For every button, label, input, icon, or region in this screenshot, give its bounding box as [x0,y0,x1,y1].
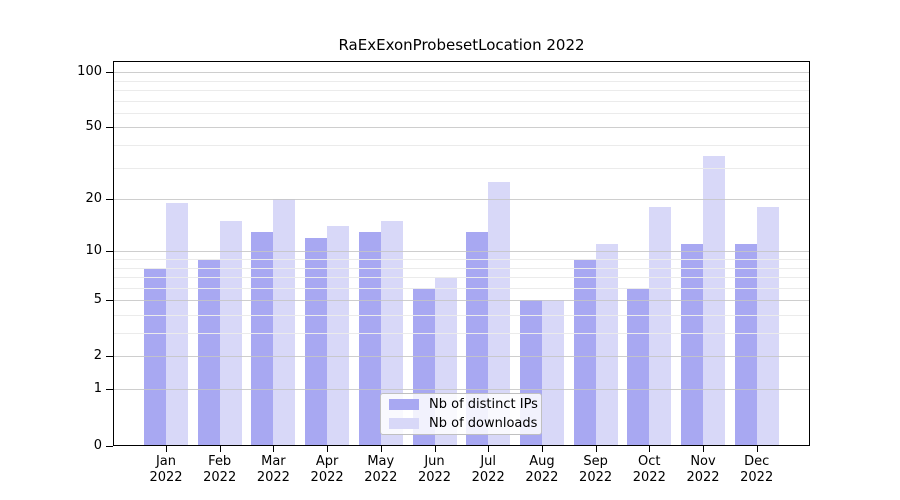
bar-distinct-ips [627,287,650,446]
x-axis-tick-label: Apr 2022 [310,454,344,485]
y-axis-tick [106,300,113,301]
y-axis-tick-label: 10 [85,243,102,258]
minor-gridline [113,333,810,335]
x-axis-tick-label: Jul 2022 [471,454,505,485]
minor-gridline [113,287,810,289]
y-axis-tick-label: 5 [93,292,102,307]
legend-label: Nb of distinct IPs [429,397,538,412]
y-axis-tick-label: 2 [93,348,102,363]
x-axis-tick [595,446,597,452]
legend-label: Nb of downloads [429,416,538,431]
legend-item-downloads: Nb of downloads [389,416,537,431]
minor-gridline [113,277,810,279]
x-axis-tick-label: Sep 2022 [579,454,613,485]
x-axis-tick-label: Aug 2022 [525,454,559,485]
y-axis-tick [106,446,113,447]
y-axis-tick-label: 0 [93,438,102,453]
x-axis-tick-label: Mar 2022 [256,454,290,485]
bar-downloads [166,203,188,446]
legend-swatch [389,418,419,429]
major-gridline [113,300,810,302]
x-axis-tick-label: Nov 2022 [686,454,720,485]
major-gridline [113,127,810,129]
x-axis-tick [380,446,382,452]
x-axis-tick [273,446,275,452]
bar-downloads [273,199,296,446]
x-axis-tick [434,446,436,452]
y-axis-tick [106,199,113,200]
bar-distinct-ips [466,231,489,446]
legend-swatch [389,399,419,410]
major-gridline [113,356,810,358]
bar-downloads [649,207,672,446]
bar-downloads [595,244,618,446]
x-axis-tick [703,446,704,452]
x-axis-tick-label: Dec 2022 [740,454,774,485]
bar-distinct-ips [305,237,328,446]
minor-gridline [113,167,810,169]
x-axis-tick [166,446,167,452]
x-axis-tick-label: May 2022 [364,454,398,485]
x-axis-tick-label: Oct 2022 [632,454,666,485]
bar-downloads [327,226,350,446]
x-axis-tick [327,446,329,452]
x-axis-tick-label: Feb 2022 [203,454,237,485]
bar-distinct-ips [734,244,757,446]
y-axis-tick-label: 50 [85,119,102,134]
y-axis-tick [106,389,113,390]
bar-downloads [488,181,511,446]
bar-distinct-ips [197,259,220,446]
major-gridline [113,199,810,201]
chart-title: RaExExonProbesetLocation 2022 [338,36,585,54]
minor-gridline [113,112,810,114]
minor-gridline [113,314,810,316]
x-axis-tick [488,446,490,452]
y-axis-tick-label: 20 [85,191,102,206]
major-gridline [113,72,810,74]
minor-gridline [113,90,810,92]
x-axis-tick-label: Jan 2022 [149,454,183,485]
legend-item-distinct-ips: Nb of distinct IPs [389,397,538,412]
major-gridline [113,389,810,390]
bar-distinct-ips [251,231,274,446]
minor-gridline [113,145,810,147]
x-axis-tick [541,446,543,452]
x-axis-tick-label: Jun 2022 [417,454,452,485]
y-axis-tick-label: 1 [93,381,102,396]
bar-distinct-ips [573,259,596,446]
x-axis-tick [756,446,758,452]
bar-downloads [541,300,564,446]
y-axis-tick-label: 100 [77,64,102,79]
bar-distinct-ips [681,244,703,446]
legend: Nb of distinct IPs Nb of downloads [380,393,542,435]
minor-gridline [113,259,810,260]
x-axis-tick [219,446,221,452]
minor-gridline [113,100,810,102]
major-gridline [113,251,810,253]
minor-gridline [113,80,810,82]
minor-gridline [113,267,810,269]
bar-distinct-ips [358,231,381,446]
y-axis-tick [106,251,113,252]
y-axis-tick [106,72,113,73]
bar-downloads [756,207,779,446]
x-axis-tick [649,446,651,452]
y-axis-tick [106,127,113,128]
y-axis-tick [106,356,113,357]
